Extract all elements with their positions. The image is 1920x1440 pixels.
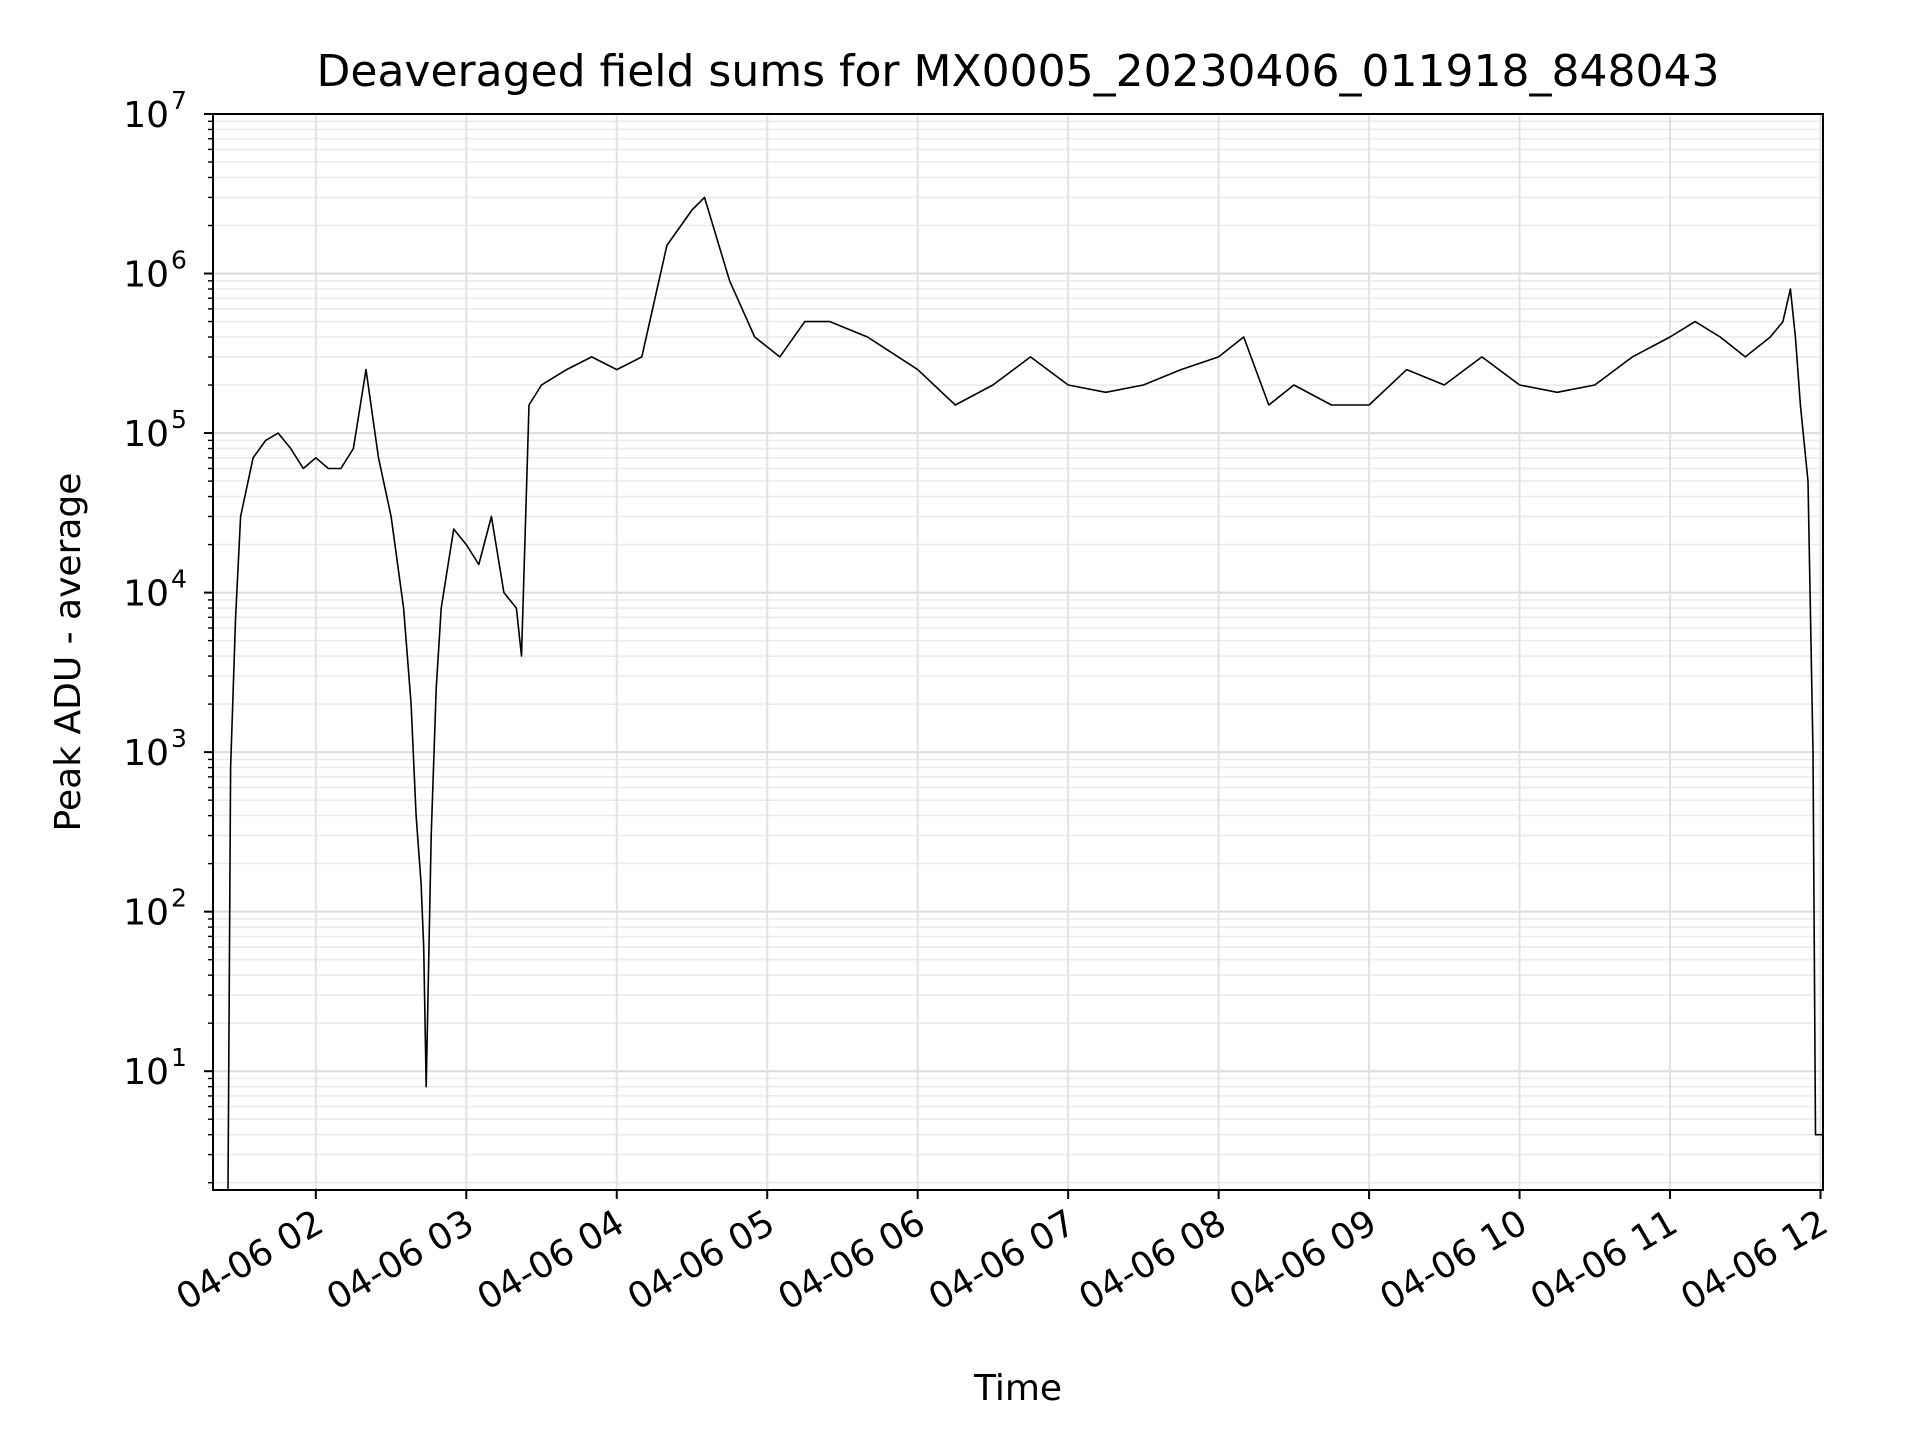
plot-frame [212,113,1824,1191]
y-tick-base: 10 [123,1052,169,1093]
series-line [227,196,1823,1191]
y-tick-base: 10 [123,893,169,934]
x-axis-label: Time [973,1368,1062,1409]
y-tick-label: 10 2 [123,884,187,934]
ticks [204,113,1822,1199]
y-tick-label: 10 6 [123,246,187,296]
y-tick-base: 10 [123,733,169,774]
y-tick-label: 10 4 [123,565,187,615]
y-tick-base: 10 [123,574,169,615]
y-tick-exponent: 5 [171,405,187,434]
y-tick-label: 10 7 [123,86,187,136]
chart-title: Deaveraged field sums for MX0005_2023040… [317,46,1720,97]
y-tick-exponent: 3 [171,724,187,753]
plot-area [213,114,1823,1190]
y-axis-label: Peak ADU - average [48,473,89,832]
y-tick-exponent: 7 [171,86,187,115]
y-tick-base: 10 [123,414,169,455]
y-tick-base: 10 [123,95,169,136]
y-tick-label: 10 1 [123,1043,187,1093]
y-tick-exponent: 6 [171,246,187,275]
y-tick-exponent: 2 [171,884,187,913]
y-tick-base: 10 [123,255,169,296]
grid [213,113,1823,1190]
y-tick-label: 10 5 [123,405,187,455]
y-tick-label: 10 3 [123,724,187,774]
y-tick-exponent: 4 [171,565,187,594]
y-tick-exponent: 1 [171,1043,187,1072]
series-layer [227,196,1823,1191]
